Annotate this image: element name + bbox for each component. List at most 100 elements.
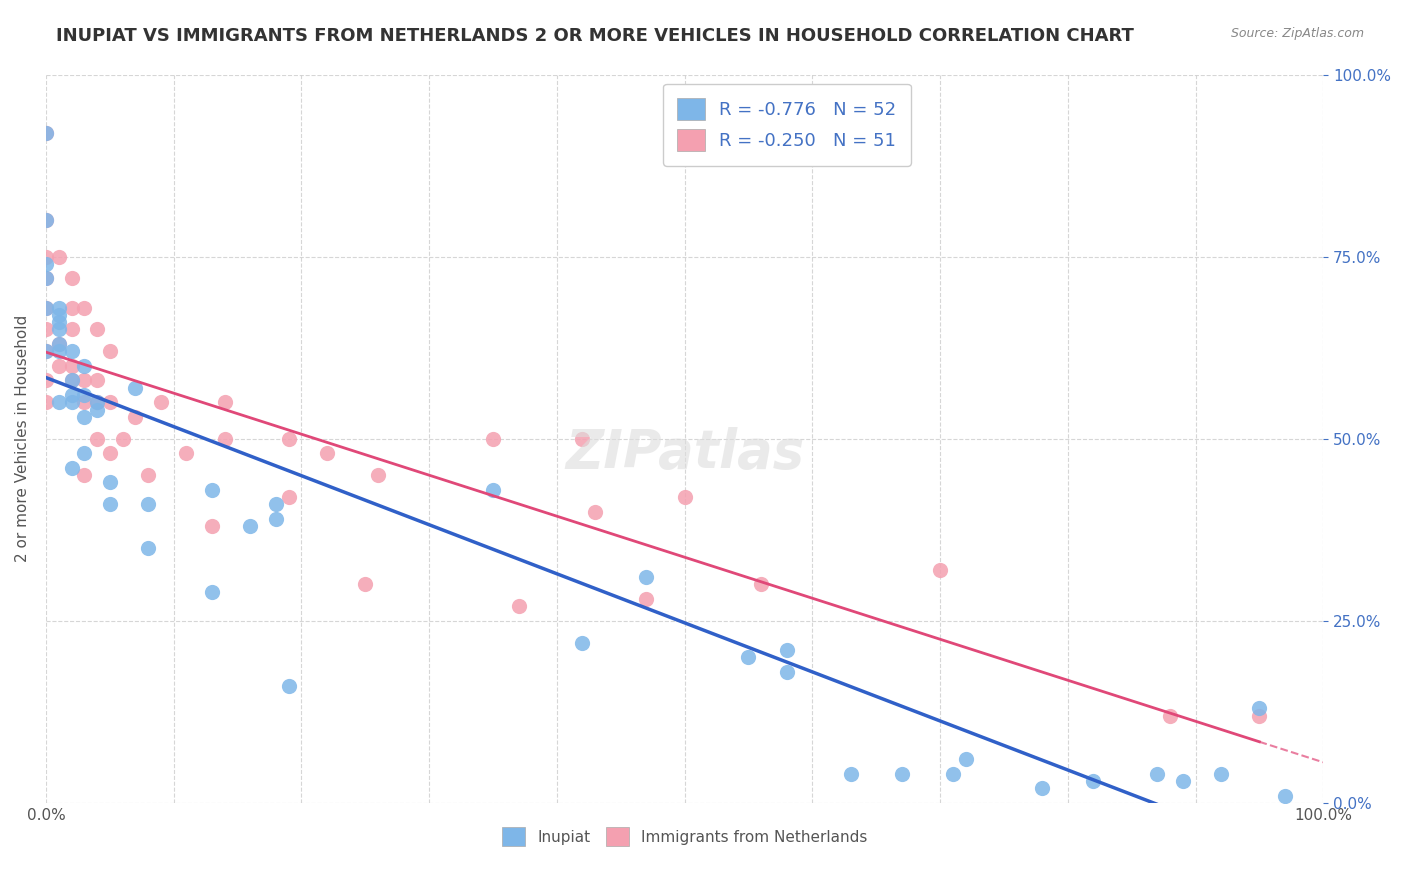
Point [48, 315, 70, 329]
Point [214, 395, 236, 409]
Point [929, 563, 952, 577]
Point [35, 301, 58, 315]
Point [214, 432, 236, 446]
Point [48, 250, 70, 264]
Point [124, 381, 146, 395]
Point [176, 446, 198, 460]
Point [60, 395, 83, 409]
Legend: Inupiat, Immigrants from Netherlands: Inupiat, Immigrants from Netherlands [495, 820, 875, 854]
Point [124, 409, 146, 424]
Point [35, 344, 58, 359]
Point [1274, 789, 1296, 803]
Point [86, 395, 108, 409]
Point [60, 271, 83, 285]
Point [73, 446, 96, 460]
Point [1209, 766, 1232, 780]
Point [35, 213, 58, 227]
Point [73, 468, 96, 483]
Point [48, 301, 70, 315]
Point [60, 388, 83, 402]
Point [636, 591, 658, 606]
Point [48, 308, 70, 322]
Point [60, 301, 83, 315]
Point [35, 395, 58, 409]
Point [136, 541, 159, 555]
Point [35, 271, 58, 285]
Point [264, 512, 287, 526]
Point [571, 635, 593, 649]
Point [1146, 766, 1168, 780]
Point [86, 402, 108, 417]
Text: INUPIAT VS IMMIGRANTS FROM NETHERLANDS 2 OR MORE VEHICLES IN HOUSEHOLD CORRELATI: INUPIAT VS IMMIGRANTS FROM NETHERLANDS 2… [56, 27, 1135, 45]
Point [673, 490, 696, 504]
Point [35, 257, 58, 271]
Point [48, 337, 70, 351]
Point [201, 584, 224, 599]
Point [98, 446, 121, 460]
Text: ZIPatlas: ZIPatlas [565, 427, 804, 479]
Point [367, 468, 389, 483]
Point [35, 213, 58, 227]
Point [583, 505, 606, 519]
Point [316, 446, 339, 460]
Point [35, 126, 58, 140]
Point [776, 665, 799, 679]
Point [111, 432, 134, 446]
Point [35, 126, 58, 140]
Point [277, 432, 299, 446]
Point [86, 395, 108, 409]
Point [35, 322, 58, 336]
Point [73, 374, 96, 388]
Point [749, 577, 772, 591]
Point [48, 337, 70, 351]
Point [776, 643, 799, 657]
Point [136, 468, 159, 483]
Point [354, 577, 377, 591]
Point [98, 344, 121, 359]
Point [86, 432, 108, 446]
Point [35, 301, 58, 315]
Point [942, 766, 965, 780]
Point [890, 766, 912, 780]
Point [201, 483, 224, 497]
Point [98, 497, 121, 511]
Point [73, 388, 96, 402]
Point [73, 409, 96, 424]
Point [1249, 701, 1271, 715]
Point [86, 374, 108, 388]
Point [1031, 781, 1053, 796]
Y-axis label: 2 or more Vehicles in Household: 2 or more Vehicles in Household [15, 315, 30, 562]
Point [60, 461, 83, 475]
Point [1083, 774, 1105, 789]
Point [35, 271, 58, 285]
Point [98, 475, 121, 490]
Point [35, 374, 58, 388]
Point [1249, 708, 1271, 723]
Text: Source: ZipAtlas.com: Source: ZipAtlas.com [1230, 27, 1364, 40]
Point [571, 432, 593, 446]
Point [98, 395, 121, 409]
Point [35, 344, 58, 359]
Point [73, 359, 96, 373]
Point [136, 497, 159, 511]
Point [737, 650, 759, 665]
Point [149, 395, 172, 409]
Point [508, 599, 530, 614]
Point [955, 752, 977, 766]
Point [482, 483, 505, 497]
Point [1171, 774, 1194, 789]
Point [636, 570, 658, 584]
Point [35, 250, 58, 264]
Point [201, 519, 224, 533]
Point [60, 322, 83, 336]
Point [839, 766, 862, 780]
Point [60, 374, 83, 388]
Point [48, 344, 70, 359]
Point [48, 395, 70, 409]
Point [239, 519, 262, 533]
Point [48, 359, 70, 373]
Point [277, 679, 299, 693]
Point [277, 490, 299, 504]
Point [73, 395, 96, 409]
Point [1159, 708, 1181, 723]
